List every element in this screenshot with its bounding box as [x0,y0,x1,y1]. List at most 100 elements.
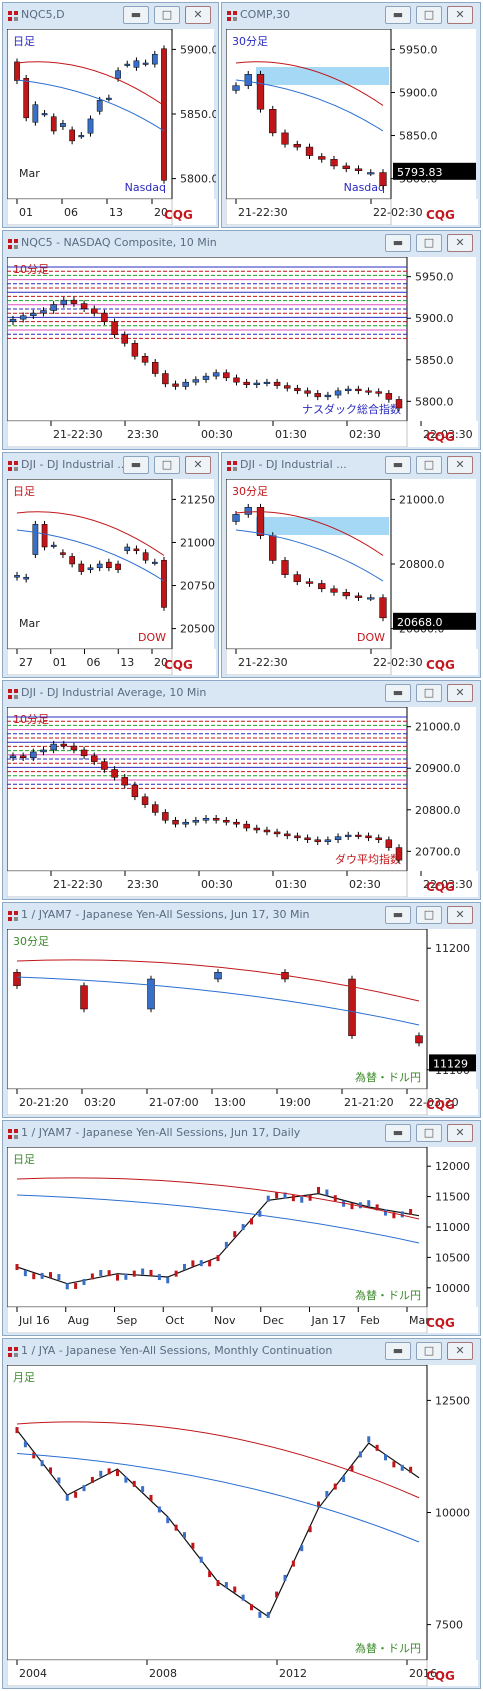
chart-window-7[interactable]: 1 / JYAM7 - Japanese Yen-All Sessions, J… [2,902,481,1118]
chart-svg[interactable]: 21000.020800.020600.020668.021-22:3022-0… [225,478,478,676]
candle [78,131,85,139]
close-button[interactable]: ✕ [447,456,473,474]
candle [212,369,220,380]
candle [124,1273,128,1280]
chart-svg[interactable]: 12000 11500 11000 10500 10000 Jul 16 Aug Sep Oct… [6,1146,478,1334]
chart-body: 12000 11500 11000 10500 10000 Jul 16 Aug Sep Oct… [6,1146,478,1334]
maximize-button[interactable]: □ [416,6,442,24]
chart-window-3[interactable]: NQC5 - NASDAQ Composite, 10 Min ▬ □ ✕ 595… [2,230,481,450]
x-tick-label: Oct [165,1314,185,1327]
minimize-button[interactable]: ▬ [385,1124,411,1142]
y-tick-label: 20750.0 [180,580,216,593]
chart-svg[interactable]: 11200111001112920-21:2003:2021-07:0013:0… [6,928,478,1116]
candle [202,815,210,824]
chart-svg[interactable]: 5950.0 5900.0 5850.0 5800.0 21-22:30 23:30 00:… [6,256,478,448]
x-tick-label: 02:30 [349,428,381,441]
minimize-button[interactable]: ▬ [123,6,149,24]
title-bar[interactable]: 1 / JYA - Japanese Yen-All Sessions, Mon… [3,1339,480,1365]
maximize-button[interactable]: □ [416,234,442,252]
candle [275,1192,279,1199]
close-button[interactable]: ✕ [447,684,473,702]
chart-body: 21000.020800.020600.020668.021-22:3022-0… [225,478,478,676]
candle [60,740,68,750]
candle [116,1470,119,1477]
close-button[interactable]: ✕ [447,6,473,24]
maximize-button[interactable]: □ [416,684,442,702]
chart-svg[interactable]: 5950.05900.05850.05800.05793.8321-22:302… [225,28,478,226]
close-button[interactable]: ✕ [447,1342,473,1360]
close-button[interactable]: ✕ [447,906,473,924]
candle [250,1604,253,1611]
close-button[interactable]: ✕ [447,1124,473,1142]
candle [70,742,78,754]
chart-window-6[interactable]: DJI - DJ Industrial Average, 10 Min ▬ □ … [2,680,481,900]
instrument-label: 為替・ドル円 [355,1070,421,1084]
chart-body: 5950.05900.05850.05800.05793.8321-22:302… [225,28,478,226]
candle [161,45,167,184]
chart-window-5[interactable]: DJI - DJ Industrial ... ▬ □ ✕ 21000.0 2080… [221,452,481,678]
maximize-button[interactable]: □ [154,456,180,474]
maximize-button[interactable]: □ [154,6,180,24]
minimize-button[interactable]: ▬ [123,456,149,474]
title-bar[interactable]: DJI - DJ Industrial Average, 10 Min ▬ □ … [3,681,480,707]
candle [49,1467,52,1474]
x-tick-label: 13:00 [214,1096,246,1109]
close-icon: ✕ [455,908,465,921]
x-tick-label: Nov [214,1314,236,1327]
chart-svg[interactable]: 5900.0 5850.0 5800.0 01 06 13 20 Mar CQG 日足 Nasdaq [6,28,219,226]
x-tick-label: 00:30 [201,878,233,891]
y-tick-label: 5850.0 [180,108,216,121]
chart-svg[interactable]: 21250.0 21000.0 20750.0 20500.0 27 01 06 13 20 Ma… [6,478,226,676]
minimize-icon: ▬ [392,1126,404,1139]
maximize-button[interactable]: □ [416,456,442,474]
chart-window-9[interactable]: 1 / JYA - Japanese Yen-All Sessions, Mon… [2,1338,481,1689]
chart-window-1[interactable]: NQC5,D ▬ □ ✕ 5900.0 5850.0 5800.0 01 06 13 20 Ma… [2,2,219,228]
title-bar[interactable]: 1 / JYAM7 - Japanese Yen-All Sessions, J… [3,903,480,929]
close-button[interactable]: ✕ [185,6,211,24]
instrument-label: 為替・ドル円 [355,1288,421,1302]
candle [60,549,66,558]
candle [199,1260,203,1267]
title-bar[interactable]: DJI - DJ Industrial ... ▬ □ ✕ [3,453,218,479]
title-bar[interactable]: NQC5,D ▬ □ ✕ [3,3,218,29]
month-label: Mar [19,617,40,630]
maximize-button[interactable]: □ [416,1342,442,1360]
close-button[interactable]: ✕ [447,234,473,252]
candle [291,1195,295,1202]
chart-svg[interactable]: 21000.0 20900.0 20800.0 20700.0 21-22:30 23:3… [6,706,478,898]
plot-area [6,1364,428,1661]
minimize-button[interactable]: ▬ [385,6,411,24]
minimize-button[interactable]: ▬ [385,456,411,474]
chart-body: 11200111001112920-21:2003:2021-07:0013:0… [6,928,478,1116]
title-bar[interactable]: NQC5 - NASDAQ Composite, 10 Min ▬ □ ✕ [3,231,480,257]
candle [116,1274,119,1281]
chart-window-4[interactable]: DJI - DJ Industrial ... ▬ □ ✕ 21250.0 2100… [2,452,226,678]
x-tick-label: 01 [19,206,33,219]
candle [40,307,47,317]
instrument-label: DOW [138,631,166,644]
candle [60,119,66,131]
minimize-button[interactable]: ▬ [385,234,411,252]
close-button[interactable]: ✕ [185,456,211,474]
candle [241,1594,245,1601]
chart-window-2[interactable]: COMP,30 ▬ □ ✕5950.05900.05850.05800.0579… [221,2,481,228]
minimize-button[interactable]: ▬ [385,684,411,702]
maximize-button[interactable]: □ [416,906,442,924]
title-bar[interactable]: 1 / JYAM7 - Japanese Yen-All Sessions, J… [3,1121,480,1147]
title-bar[interactable]: COMP,30 ▬ □ ✕ [222,3,480,29]
title-bar[interactable]: DJI - DJ Industrial ... ▬ □ ✕ [222,453,480,479]
x-tick-label: 23:30 [127,428,159,441]
minimize-button[interactable]: ▬ [385,1342,411,1360]
maximize-button[interactable]: □ [416,1124,442,1142]
candle [57,1477,61,1484]
window-title: DJI - DJ Industrial ... [21,458,123,471]
y-tick-label: 20800.0 [399,558,445,571]
chart-window-8[interactable]: 1 / JYAM7 - Japanese Yen-All Sessions, J… [2,1120,481,1336]
last-price-marker [393,612,476,630]
plot-area [6,928,428,1090]
x-tick-label: Sep [117,1314,138,1327]
minimize-button[interactable]: ▬ [385,906,411,924]
x-tick-label: 22-02:30 [373,656,423,669]
candle [334,387,342,399]
